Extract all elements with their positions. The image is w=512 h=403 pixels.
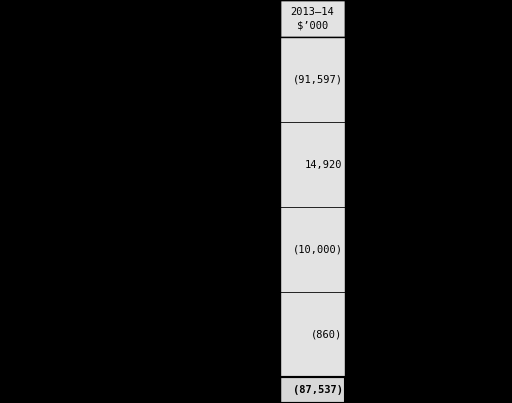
Text: (10,000): (10,000)	[292, 245, 343, 255]
Bar	[280, 0, 345, 37]
Text: 2013–14
$’000: 2013–14 $’000	[291, 7, 334, 30]
Bar	[280, 37, 345, 123]
Bar	[280, 377, 345, 403]
Bar	[280, 292, 345, 377]
Bar	[280, 123, 345, 207]
Text: (860): (860)	[311, 329, 343, 339]
Bar	[280, 207, 345, 292]
Text: (91,597): (91,597)	[292, 75, 343, 85]
Text: (87,537): (87,537)	[292, 385, 343, 395]
Text: 14,920: 14,920	[305, 160, 343, 170]
